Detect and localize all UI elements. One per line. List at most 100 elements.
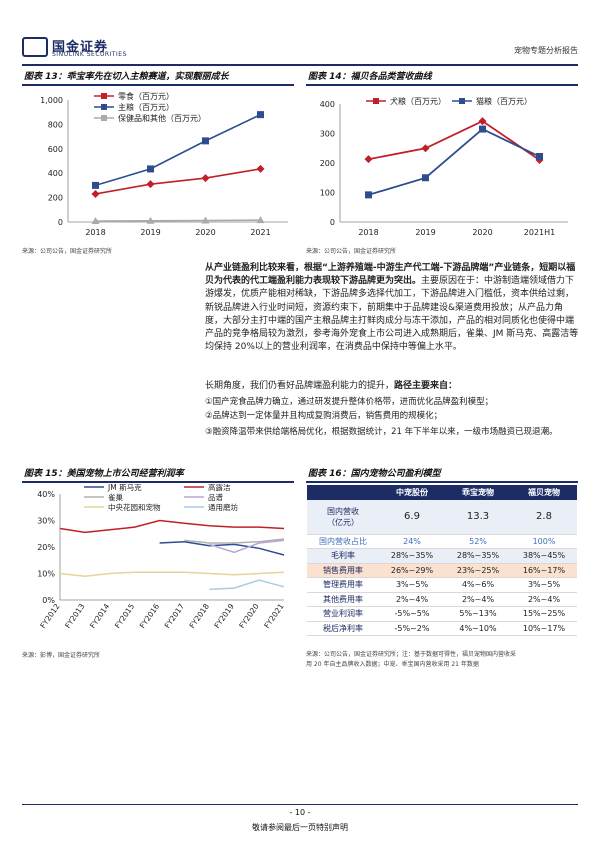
legend-marker <box>101 104 107 110</box>
table-cell: 2.8 <box>511 500 577 535</box>
y-tick-label: 600 <box>48 145 63 154</box>
x-tick-label: FY2021 <box>262 602 286 630</box>
legend-label: 保健品和其他（百万元） <box>118 113 206 123</box>
table-row-label: 营业利润率 <box>307 606 379 622</box>
x-tick-label: 2020 <box>195 228 215 237</box>
table-header-cell: 福贝宠物 <box>511 485 577 500</box>
table-cell: 23%~25% <box>445 563 511 578</box>
legend-marker <box>101 115 107 121</box>
x-tick-label: FY2018 <box>188 602 212 630</box>
x-tick-label: FY2020 <box>237 602 261 630</box>
figure-15-chart: 0%10%20%30%40%FY2012 FY2013 FY2014 FY2015 FY… <box>37 484 286 630</box>
table-row: 管理费用率 3%~5% 4%~6% 3%~5% <box>307 577 577 593</box>
data-point <box>536 153 543 161</box>
y-tick-label: 200 <box>320 159 335 168</box>
data-point <box>256 164 265 173</box>
bullet-2: ②品牌达到一定体量并且构成复购消费后，销售费用的规模化； <box>205 411 443 421</box>
table-row: 其他费用率 2%~4% 2%~4% 2%~4% <box>307 592 577 607</box>
table-cell: 16%~17% <box>511 563 577 578</box>
figure-13-source: 来源：公司公告，国金证券研究所 <box>22 248 113 255</box>
figure-15-source: 来源：彭博，国金证券研究所 <box>22 652 101 659</box>
table-row-label: 国内营收 （亿元） <box>307 500 379 535</box>
bullet-3: ③融资降温带来供给端格局优化，根据数据统计，21 年下半年以来，一级市场融资已现… <box>205 427 558 437</box>
y-tick-label: 0 <box>330 218 335 227</box>
paragraph-1: 从产业链盈利比较来看，根据“上游养殖端-中游生产代工端-下游品牌端”产业链条，短… <box>205 262 579 354</box>
data-point <box>365 191 372 199</box>
data-point <box>91 217 100 225</box>
y-tick-label: 0% <box>42 596 55 605</box>
y-tick-label: 40% <box>37 490 55 499</box>
figure-16: 图表 16：国内宠物公司盈利模型 <box>306 467 578 483</box>
figure-14: 图表 14：福贝各品类营收曲线 <box>306 70 578 86</box>
data-point <box>91 189 100 198</box>
series-line <box>95 168 261 195</box>
y-tick-label: 400 <box>48 169 63 178</box>
table-header-cell: 乖宝宠物 <box>445 485 511 500</box>
figure-16-table: 中宠股份 乖宝宠物 福贝宠物 国内营收 （亿元） 6.9 13.3 2.8 国内营收占比 24% 5… <box>307 485 577 636</box>
x-tick-label: FY2015 <box>113 602 137 630</box>
table-row-label: 管理费用率 <box>307 577 379 593</box>
table-cell: -5%~5% <box>379 606 445 622</box>
y-tick-label: 30% <box>37 517 55 526</box>
data-point <box>146 216 155 224</box>
data-point <box>147 165 154 173</box>
logo-text: 国金证券 <box>52 40 109 55</box>
legend-label: JM 斯马克 <box>107 484 142 492</box>
x-tick-label: FY2013 <box>63 602 87 630</box>
footer-divider <box>22 804 578 805</box>
table-header-cell: 中宠股份 <box>379 485 445 500</box>
paragraph-2: 长期角度，我们仍看好品牌端盈利能力的提升，路径主要来自： <box>205 381 458 391</box>
y-tick-label: 0 <box>58 218 63 227</box>
x-tick-label: FY2012 <box>38 602 62 630</box>
table-row-label: 国内营收占比 <box>307 534 379 549</box>
logo-subtext: SINOLINK SECURITIES <box>52 51 127 58</box>
legend-label: 品谱 <box>208 492 223 502</box>
table-row-label: 税后净利率 <box>307 621 379 636</box>
data-point <box>422 174 429 182</box>
data-point <box>201 216 210 224</box>
data-point <box>256 216 265 224</box>
figure-16-source: 来源：公司公告，国金证券研究所；注：基于数据可得性，福贝宠物国内营收采 用 20… <box>306 651 517 668</box>
y-tick-label: 800 <box>48 120 63 129</box>
legend-label: 犬粮（百万元） <box>390 96 446 106</box>
legend-label: 中央花园和宠物 <box>108 502 161 512</box>
series-line <box>209 579 285 591</box>
data-point <box>257 111 264 119</box>
legend-label: 通用磨坊 <box>208 502 238 512</box>
x-tick-label: 2018 <box>358 228 378 237</box>
data-point <box>364 155 373 164</box>
y-tick-label: 10% <box>37 570 55 579</box>
figure-13: 图表 13：乖宝率先在切入主粮赛道，实现靓丽成长 <box>22 70 294 86</box>
data-point <box>92 181 99 189</box>
y-tick-label: 1,000 <box>40 96 63 105</box>
header-divider <box>22 64 578 66</box>
table-row: 毛利率 28%~35% 28%~35% 38%~45% <box>307 548 577 564</box>
figure-16-title: 图表 16：国内宠物公司盈利模型 <box>308 469 441 479</box>
legend-marker <box>101 93 107 99</box>
data-point <box>479 125 486 133</box>
x-tick-label: 2021H1 <box>524 228 555 237</box>
legend-label: 猫粮（百万元） <box>476 96 532 106</box>
table-cell: 2%~4% <box>445 592 511 607</box>
series-line <box>95 113 261 187</box>
series-line <box>59 519 285 534</box>
series-line <box>159 540 285 556</box>
table-cell: 3%~5% <box>379 577 445 593</box>
figure-14-source: 来源：公司公告，国金证券研究所 <box>306 248 397 255</box>
series-line <box>368 128 540 196</box>
x-tick-label: 2019 <box>140 228 160 237</box>
table-cell: 2%~4% <box>511 592 577 607</box>
legend-marker <box>459 98 465 104</box>
series-line <box>368 120 541 161</box>
table-cell: 4%~6% <box>445 577 511 593</box>
table-cell: 52% <box>445 534 511 549</box>
legend-marker <box>373 98 379 104</box>
figure-13-title: 图表 13：乖宝率先在切入主粮赛道，实现靓丽成长 <box>24 72 229 82</box>
table-cell: 4%~10% <box>445 621 511 636</box>
table-cell: -5%~2% <box>379 621 445 636</box>
disclaimer: 敬请参阅最后一页特别声明 <box>252 823 348 832</box>
x-tick-label: 2020 <box>472 228 492 237</box>
x-tick-label: 2019 <box>415 228 435 237</box>
table-row: 营业利润率 -5%~5% 5%~13% 15%~25% <box>307 606 577 622</box>
figure-14-title: 图表 14：福贝各品类营收曲线 <box>308 72 432 82</box>
